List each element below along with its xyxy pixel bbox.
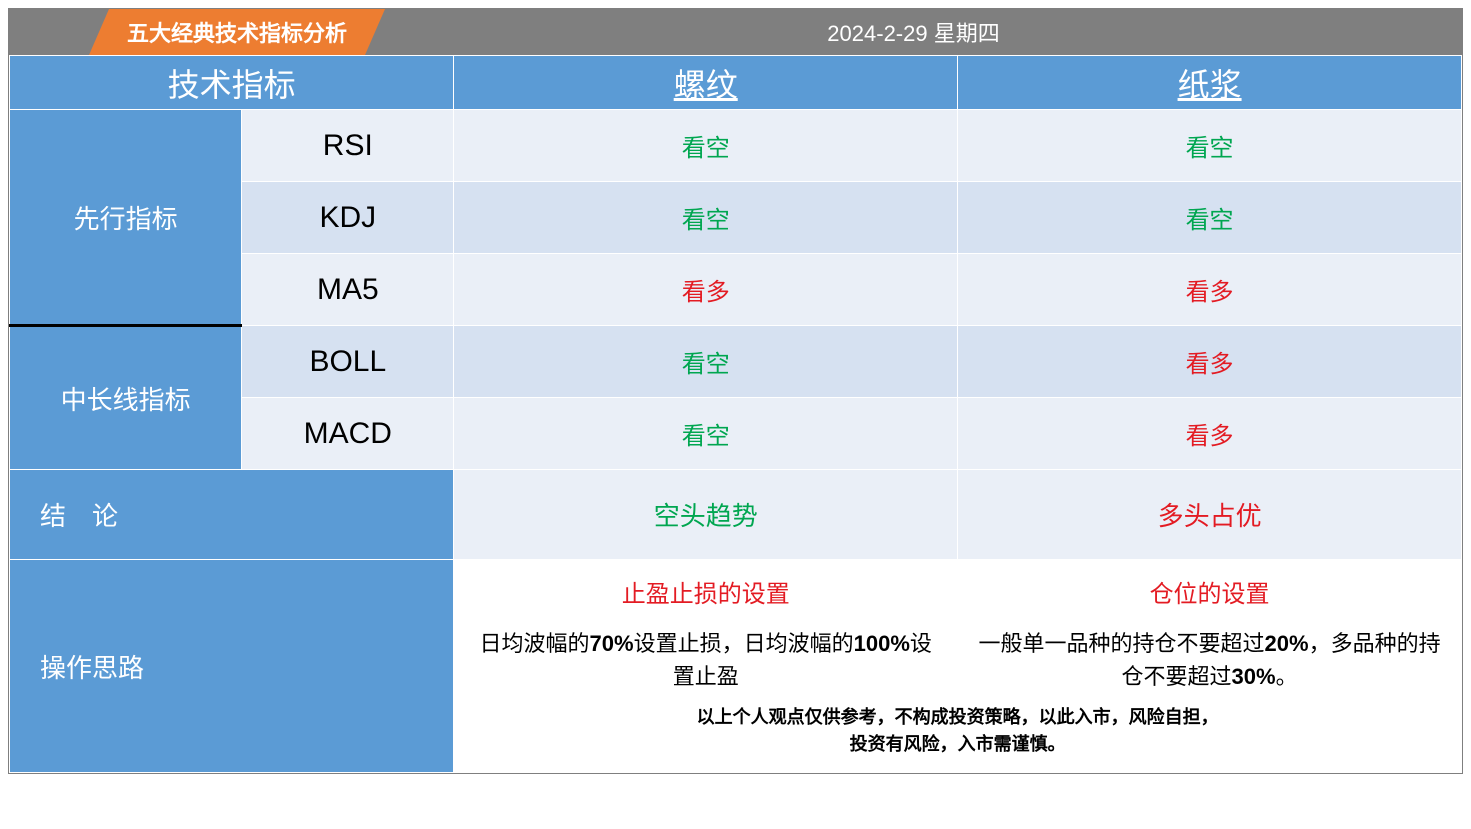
indicator-table: 技术指标 螺纹 纸浆 先行指标 RSI 看空 看空 KDJ 看空 看空 MA5 … xyxy=(9,55,1462,773)
cell-boll-p1: 看空 xyxy=(454,326,958,398)
strategy-col1-title: 止盈止损的设置 xyxy=(474,574,937,609)
strategy-col2-body: 一般单一品种的持仓不要超过20%，多品种的持仓不要超过30%。 xyxy=(978,627,1441,693)
group-midlong: 中长线指标 xyxy=(10,326,242,470)
cell-boll-p2: 看多 xyxy=(958,326,1462,398)
date-area: 2024-2-29 星期四 xyxy=(365,9,1462,55)
indicator-kdj: KDJ xyxy=(242,182,454,254)
indicator-rsi: RSI xyxy=(242,110,454,182)
cell-rsi-p2: 看空 xyxy=(958,110,1462,182)
strategy-col1: 止盈止损的设置 日均波幅的70%设置止损，日均波幅的100%设置止盈 xyxy=(454,560,958,700)
strategy-label: 操作思路 xyxy=(10,560,454,773)
row-boll: 中长线指标 BOLL 看空 看多 xyxy=(10,326,1462,398)
cell-rsi-p1: 看空 xyxy=(454,110,958,182)
cell-ma5-p1: 看多 xyxy=(454,254,958,326)
row-strategy: 操作思路 止盈止损的设置 日均波幅的70%设置止损，日均波幅的100%设置止盈 … xyxy=(10,560,1462,700)
cell-macd-p1: 看空 xyxy=(454,398,958,470)
row-conclusion: 结 论 空头趋势 多头占优 xyxy=(10,470,1462,560)
strategy-col2-title: 仓位的设置 xyxy=(978,574,1441,609)
strategy-col1-body: 日均波幅的70%设置止损，日均波幅的100%设置止盈 xyxy=(474,627,937,693)
indicator-boll: BOLL xyxy=(242,326,454,398)
group-leading: 先行指标 xyxy=(10,110,242,326)
disclaimer-text: 以上个人观点仅供参考，不构成投资策略，以此入市，风险自担，投资有风险，入市需谨慎… xyxy=(454,700,1462,773)
conclusion-p2: 多头占优 xyxy=(958,470,1462,560)
top-bar: 五大经典技术指标分析 2024-2-29 星期四 xyxy=(9,9,1462,55)
indicator-macd: MACD xyxy=(242,398,454,470)
title-tab: 五大经典技术指标分析 xyxy=(109,9,365,55)
cell-ma5-p2: 看多 xyxy=(958,254,1462,326)
title-tab-text: 五大经典技术指标分析 xyxy=(127,16,347,48)
cell-macd-p2: 看多 xyxy=(958,398,1462,470)
conclusion-p1: 空头趋势 xyxy=(454,470,958,560)
indicator-ma5: MA5 xyxy=(242,254,454,326)
header-product1: 螺纹 xyxy=(454,56,958,110)
conclusion-label: 结 论 xyxy=(10,470,454,560)
report-container: 五大经典技术指标分析 2024-2-29 星期四 技术指标 螺纹 纸浆 先行指标… xyxy=(8,8,1463,774)
header-product2: 纸浆 xyxy=(958,56,1462,110)
date-text: 2024-2-29 星期四 xyxy=(827,16,999,48)
strategy-col2: 仓位的设置 一般单一品种的持仓不要超过20%，多品种的持仓不要超过30%。 xyxy=(958,560,1462,700)
table-header-row: 技术指标 螺纹 纸浆 xyxy=(10,56,1462,110)
header-indicator: 技术指标 xyxy=(10,56,454,110)
cell-kdj-p1: 看空 xyxy=(454,182,958,254)
cell-kdj-p2: 看空 xyxy=(958,182,1462,254)
row-rsi: 先行指标 RSI 看空 看空 xyxy=(10,110,1462,182)
